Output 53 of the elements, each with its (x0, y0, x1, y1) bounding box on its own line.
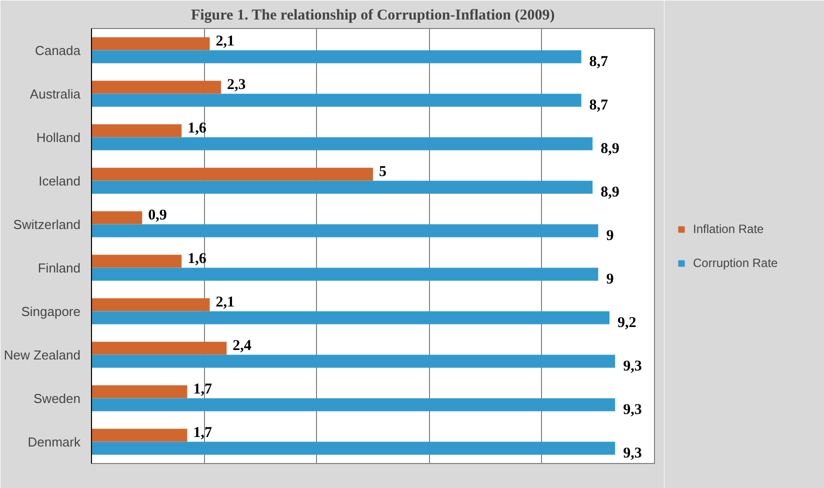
data-label: 5 (379, 164, 386, 180)
bar (92, 311, 610, 324)
data-label: 1,7 (193, 425, 212, 442)
y-tick-label: Finland (38, 260, 81, 276)
data-label: 9,2 (617, 314, 636, 331)
data-label: 8,7 (589, 97, 609, 114)
y-tick-label: Switzerland (13, 216, 81, 232)
data-label: 1,6 (188, 251, 207, 268)
y-tick-label: New Zealand (4, 347, 81, 362)
bar (92, 342, 227, 355)
bar (92, 94, 582, 107)
y-tick-label: Iceland (38, 173, 80, 188)
bar (92, 428, 188, 442)
bar (92, 442, 616, 455)
bar (92, 224, 598, 238)
data-label: 2,1 (216, 34, 234, 50)
bar (92, 354, 616, 368)
data-label: 2,1 (216, 294, 234, 311)
bar (92, 180, 593, 194)
bar (92, 254, 182, 268)
data-label: 9,3 (623, 358, 642, 374)
y-tick-label: Australia (30, 86, 82, 102)
bar (92, 80, 221, 94)
legend-label: Corruption Rate (693, 256, 778, 270)
bar (92, 268, 598, 281)
bar (92, 124, 182, 138)
data-label: 0,9 (148, 208, 167, 224)
bar (92, 385, 188, 398)
chart-title: Figure 1. The relationship of Corruption-Inflation (2009) (190, 8, 555, 24)
bar (92, 50, 582, 64)
bar (92, 168, 373, 181)
legend-label: Inflation Rate (693, 222, 764, 236)
data-label: 9,3 (623, 402, 642, 418)
bar (92, 398, 616, 412)
y-tick-label: Holland (36, 130, 81, 145)
bar (92, 211, 142, 224)
data-label: 8,9 (600, 184, 620, 200)
y-tick-label: Canada (34, 42, 82, 58)
data-label: 8,9 (600, 140, 620, 157)
y-tick-label: Sweden (34, 390, 81, 406)
data-label: 9,3 (623, 445, 642, 462)
bar (92, 137, 593, 150)
data-label: 9 (606, 228, 614, 244)
data-label: 9 (606, 271, 614, 288)
bar (92, 298, 210, 312)
data-label: 1,7 (193, 382, 212, 398)
y-tick-label: Singapore (21, 304, 81, 319)
y-tick-label: Denmark (28, 434, 81, 450)
data-label: 2,3 (226, 77, 246, 94)
data-label: 8,7 (589, 54, 609, 70)
data-label: 2,4 (232, 338, 252, 354)
data-label: 1,6 (188, 120, 207, 137)
bar (92, 37, 210, 50)
